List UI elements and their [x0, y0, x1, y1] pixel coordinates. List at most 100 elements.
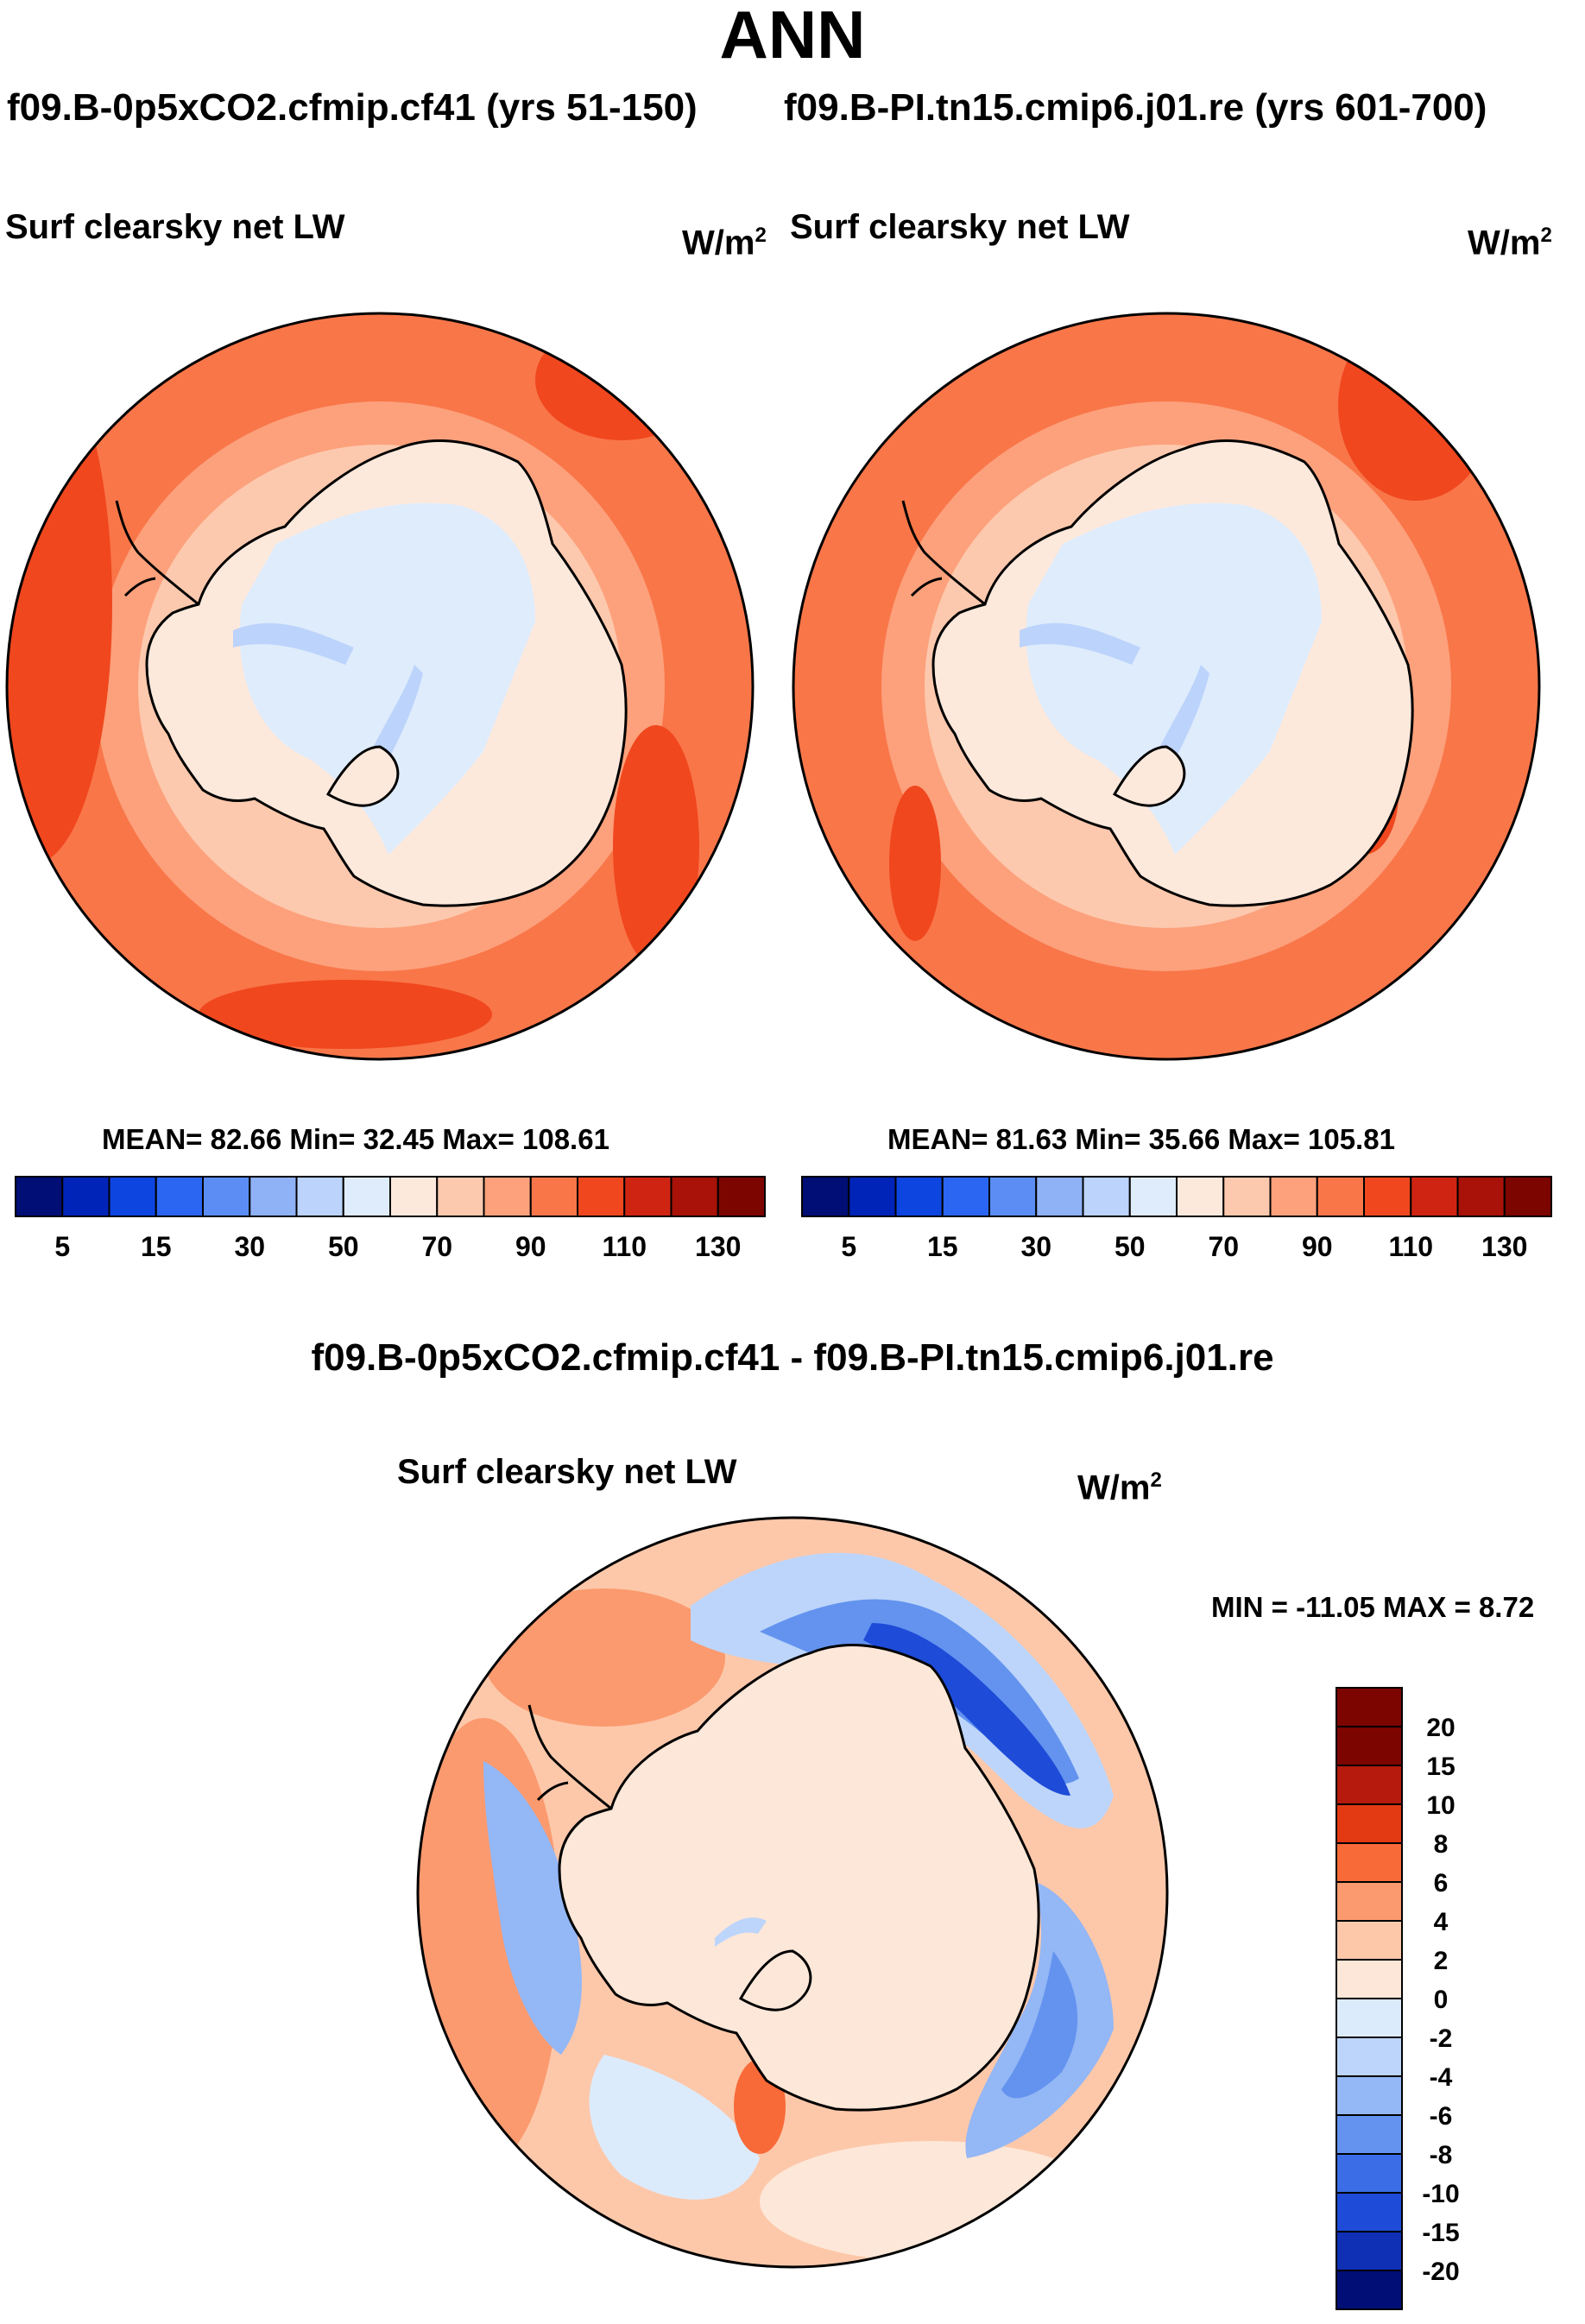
difference-colorbar-swatch	[1336, 2153, 1403, 2194]
left-map-border	[5, 312, 755, 1061]
left-colorbar-tick-label: 90	[515, 1231, 546, 1262]
difference-colorbar-tick-label: -6	[1430, 2102, 1453, 2131]
difference-colorbar-swatch	[1336, 1726, 1403, 1766]
difference-colorbar-swatch	[1336, 2192, 1403, 2232]
right-polar-map	[793, 313, 1539, 1059]
left-colorbar-swatch	[389, 1176, 439, 1217]
left-panel-stats: MEAN= 82.66 Min= 32.45 Max= 108.61	[102, 1123, 609, 1155]
right-colorbar-swatch	[1316, 1176, 1365, 1217]
right-colorbar-tick-label: 70	[1208, 1231, 1239, 1262]
left-colorbar-swatch	[202, 1176, 251, 1217]
left-colorbar-tick-label: 110	[602, 1231, 647, 1262]
difference-colorbar-tick-label: -8	[1430, 2141, 1453, 2169]
left-colorbar-swatch	[577, 1176, 626, 1217]
right-colorbar-tick-label: 130	[1481, 1231, 1527, 1262]
right-colorbar-swatch	[988, 1176, 1038, 1217]
right-colorbar-swatch	[1176, 1176, 1225, 1217]
left-colorbar-swatch	[529, 1176, 578, 1217]
difference-minmax: MIN = -11.05 MAX = 8.72	[1211, 1591, 1535, 1623]
left-colorbar-tick-label: 50	[328, 1231, 359, 1262]
difference-colorbar-swatch	[1336, 1803, 1403, 1844]
right-colorbar-swatch	[848, 1176, 897, 1217]
difference-colorbar-swatch	[1336, 2231, 1403, 2271]
right-colorbar-tick-label: 50	[1115, 1231, 1146, 1262]
right-colorbar-swatch	[1222, 1176, 1272, 1217]
left-colorbar-swatch	[249, 1176, 298, 1217]
left-colorbar-tick-label: 15	[141, 1231, 172, 1262]
right-colorbar-swatch	[894, 1176, 944, 1217]
left-panel-variable-label: Surf clearsky net LW	[5, 208, 345, 246]
left-case-title: f09.B-0p5xCO2.cfmip.cf41 (yrs 51-150)	[7, 86, 698, 129]
left-colorbar-swatch	[623, 1176, 673, 1217]
difference-map-border	[416, 1516, 1169, 2269]
left-colorbar-swatch	[15, 1176, 64, 1217]
right-colorbar-swatch	[1410, 1176, 1459, 1217]
difference-colorbar-tick-label: -10	[1422, 2180, 1459, 2208]
difference-colorbar-swatch	[1336, 1959, 1403, 1999]
left-colorbar-swatch	[155, 1176, 204, 1217]
difference-title: f09.B-0p5xCO2.cfmip.cf41 - f09.B-PI.tn15…	[311, 1336, 1274, 1379]
left-colorbar-tick-label: 5	[54, 1231, 70, 1262]
right-colorbar-tick-label: 30	[1020, 1231, 1051, 1262]
difference-polar-map	[418, 1518, 1167, 2267]
right-map-border	[792, 312, 1541, 1061]
left-colorbar-tick-label: 70	[421, 1231, 452, 1262]
right-colorbar: 5 15 30 50 70 90 110 130	[801, 1176, 1552, 1262]
difference-colorbar-swatch	[1336, 1765, 1403, 1805]
difference-colorbar-swatch	[1336, 1998, 1403, 2038]
difference-colorbar-swatch	[1336, 2114, 1403, 2155]
right-colorbar-swatch	[1269, 1176, 1318, 1217]
right-colorbar-swatch	[1128, 1176, 1178, 1217]
left-colorbar-swatch	[483, 1176, 532, 1217]
difference-colorbar-tick-label: -20	[1422, 2258, 1459, 2286]
right-case-title: f09.B-PI.tn15.cmip6.j01.re (yrs 601-700)	[784, 86, 1487, 129]
left-colorbar-swatch	[436, 1176, 485, 1217]
left-panel-units: W/m2	[682, 224, 767, 262]
left-colorbar-tick-label: 30	[234, 1231, 265, 1262]
difference-colorbar-tick-label: 4	[1434, 1908, 1449, 1936]
difference-colorbar-tick-label: 6	[1434, 1869, 1449, 1898]
difference-colorbar-tick-label: 0	[1434, 1986, 1449, 2014]
right-colorbar-tick-label: 15	[927, 1231, 958, 1262]
difference-colorbar-tick-label: 8	[1434, 1830, 1449, 1859]
left-colorbar-swatch	[717, 1176, 766, 1217]
difference-colorbar-tick-label: -2	[1430, 2024, 1453, 2053]
right-colorbar-swatch	[1503, 1176, 1552, 1217]
right-colorbar-swatch	[1363, 1176, 1412, 1217]
left-colorbar-swatch	[670, 1176, 719, 1217]
difference-colorbar-swatch	[1336, 2270, 1403, 2310]
difference-units: W/m2	[1077, 1468, 1162, 1507]
right-panel-variable-label: Surf clearsky net LW	[790, 208, 1130, 246]
right-colorbar-tick-label: 110	[1388, 1231, 1433, 1262]
left-colorbar-swatch	[108, 1176, 157, 1217]
right-colorbar-swatch	[1456, 1176, 1506, 1217]
difference-colorbar-tick-label: 15	[1426, 1752, 1455, 1781]
difference-colorbar-swatch	[1336, 1881, 1403, 1922]
left-colorbar: 5 15 30 50 70 90 110 130	[15, 1176, 766, 1262]
difference-colorbar-tick-label: -15	[1422, 2219, 1459, 2247]
left-colorbar-swatch	[295, 1176, 344, 1217]
difference-colorbar-swatch	[1336, 2037, 1403, 2077]
right-colorbar-swatch	[1082, 1176, 1131, 1217]
right-panel-units: W/m2	[1468, 224, 1552, 262]
difference-colorbar-swatch	[1336, 1842, 1403, 1883]
difference-colorbar-swatch	[1336, 2075, 1403, 2116]
main-title: ANN	[719, 0, 866, 73]
right-colorbar-tick-label: 90	[1302, 1231, 1333, 1262]
difference-colorbar-tick-label: -4	[1430, 2063, 1453, 2092]
difference-colorbar-tick-label: 2	[1434, 1947, 1449, 1975]
right-panel-stats: MEAN= 81.63 Min= 35.66 Max= 105.81	[887, 1123, 1395, 1155]
right-colorbar-swatch	[941, 1176, 990, 1217]
left-colorbar-tick-label: 130	[695, 1231, 741, 1262]
right-colorbar-swatch	[1035, 1176, 1084, 1217]
left-colorbar-swatch	[342, 1176, 391, 1217]
difference-colorbar-tick-label: 10	[1426, 1791, 1455, 1820]
difference-variable-label: Surf clearsky net LW	[397, 1453, 737, 1491]
left-polar-map	[7, 313, 753, 1059]
right-colorbar-swatch	[801, 1176, 850, 1217]
difference-colorbar-swatch	[1336, 1687, 1403, 1727]
difference-colorbar-swatch	[1336, 1920, 1403, 1961]
right-colorbar-tick-label: 5	[841, 1231, 856, 1262]
